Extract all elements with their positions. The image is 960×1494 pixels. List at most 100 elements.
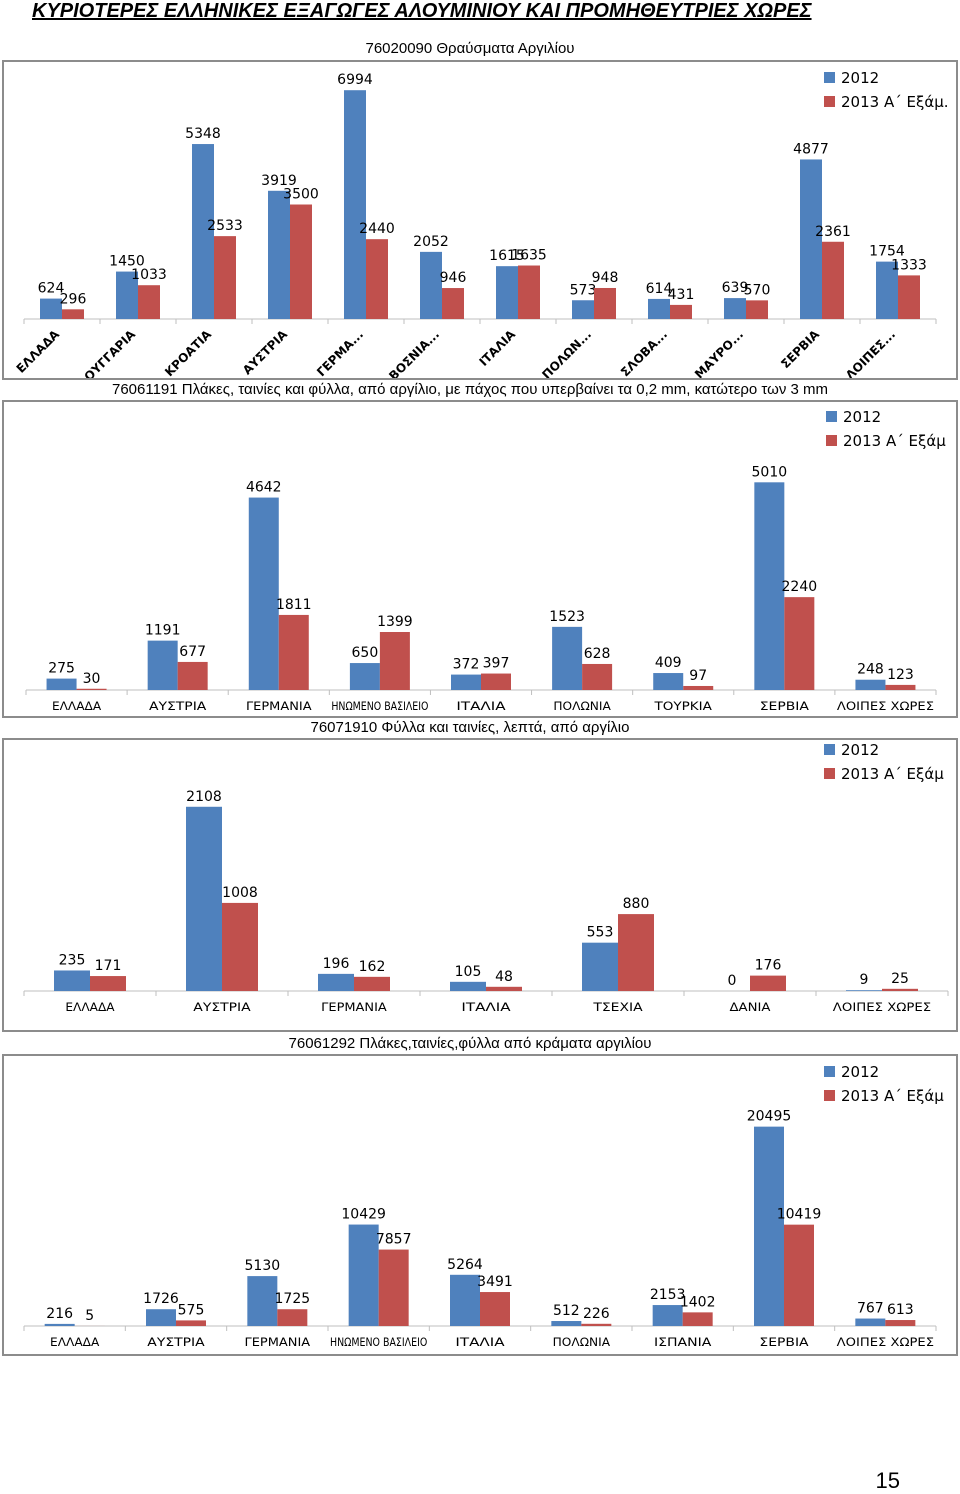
data-label: 9 (860, 972, 869, 988)
page-number: 15 (876, 1468, 900, 1494)
legend-label: 2013 Α΄ Εξάμ (841, 1087, 944, 1105)
chart-2-plot: 27530ΕΛΛΑΔΑ1191677ΑΥΣΤΡΙΑ46421811ΓΕΡΜΑΝΙ… (4, 402, 956, 716)
category-label: ΤΣΕΧΙΑ (592, 1000, 643, 1014)
bar-2013 (882, 989, 918, 991)
bar-2012 (855, 680, 885, 690)
legend-label: 2013 Α΄ Εξάμ. (841, 93, 949, 111)
data-label: 7857 (376, 1232, 412, 1248)
legend-label: 2012 (841, 741, 879, 759)
legend-label: 2012 (843, 408, 881, 426)
data-label: 1635 (511, 248, 547, 264)
bar-2013 (380, 632, 410, 690)
data-label: 248 (857, 662, 884, 678)
bar-2013 (582, 664, 612, 690)
data-label: 5348 (185, 126, 221, 142)
bar-2012 (552, 627, 582, 690)
category-label: ΓΕΡΜΑΝΙΑ (246, 699, 312, 713)
category-label: ΤΟΥΡΚΙΑ (653, 699, 712, 713)
data-label: 10419 (777, 1207, 822, 1223)
data-label: 948 (592, 270, 619, 286)
bar-2013 (214, 236, 236, 319)
data-label: 5 (85, 1308, 94, 1324)
category-label: ΣΛΟΒΑ... (618, 327, 670, 378)
data-label: 2240 (782, 579, 818, 595)
legend-label: 2012 (841, 69, 879, 87)
bar-2012 (268, 191, 290, 319)
data-label: 0 (728, 973, 737, 989)
bar-2012 (551, 1321, 581, 1326)
legend-label: 2013 Α΄ Εξάμ (841, 765, 944, 783)
bar-2012 (148, 641, 178, 690)
data-label: 1399 (377, 614, 413, 630)
bar-2012 (350, 663, 380, 690)
bar-2013 (138, 285, 160, 319)
category-label: ΓΕΡΜΑΝΙΑ (321, 1000, 387, 1014)
data-label: 171 (95, 958, 122, 974)
bar-2013 (279, 615, 309, 690)
bar-2013 (366, 239, 388, 319)
category-label: ΗΝΩΜΕΝΟ ΒΑΣΙΛΕΙΟ (330, 1335, 427, 1349)
legend-swatch-2012 (824, 72, 835, 83)
legend-swatch-2012 (826, 411, 837, 422)
data-label: 1523 (549, 609, 585, 625)
legend-label: 2012 (841, 1063, 879, 1081)
category-label: ΟΥΓΓΑΡΙΑ (82, 327, 139, 378)
data-label: 25 (891, 971, 909, 987)
bar-2012 (855, 1319, 885, 1326)
bar-2013 (486, 987, 522, 991)
data-label: 4877 (793, 141, 829, 157)
data-label: 1402 (680, 1294, 716, 1310)
category-label: ΣΕΡΒΙΑ (759, 1335, 808, 1349)
chart-3-title: 76071910 Φύλλα και ταινίες, λεπτά, από α… (0, 719, 940, 736)
data-label: 123 (887, 667, 914, 683)
data-label: 5264 (447, 1257, 483, 1273)
data-label: 162 (359, 959, 386, 975)
category-label: ΑΥΣΤΡΙΑ (193, 1000, 251, 1014)
bar-2012 (54, 970, 90, 991)
category-label: ΕΛΛΑΔΑ (65, 1000, 114, 1014)
category-label: ΣΕΡΒΙΑ (778, 327, 822, 371)
bar-2013 (594, 288, 616, 319)
category-label: ΓΕΡΜΑ... (314, 327, 366, 378)
chart-1-title: 76020090 Θραύσματα Αργιλίου (0, 40, 940, 57)
category-label: ΙΤΑΛΙΑ (455, 1335, 504, 1349)
data-label: 409 (655, 655, 682, 671)
bar-2013 (518, 266, 540, 319)
data-label: 677 (179, 644, 206, 660)
category-label: ΔΑΝΙΑ (730, 1000, 771, 1014)
bar-2013 (822, 242, 844, 319)
legend-swatch-2013 (824, 96, 835, 107)
data-label: 5010 (752, 464, 788, 480)
bar-2013 (178, 662, 208, 690)
data-label: 1191 (145, 623, 181, 639)
category-label: ΛΟΙΠΕΣ ΧΩΡΕΣ (833, 1000, 931, 1014)
legend-swatch-2013 (824, 1090, 835, 1101)
bar-2013 (683, 1312, 713, 1326)
bar-2012 (724, 298, 746, 319)
bar-2013 (750, 976, 786, 991)
category-label: ΒΟΣΝΙΑ... (386, 327, 442, 378)
bar-2013 (77, 689, 107, 690)
category-label: ΙΤΑΛΙΑ (476, 327, 518, 369)
data-label: 397 (483, 656, 510, 672)
category-label: ΕΛΛΑΔΑ (52, 699, 101, 713)
data-label: 570 (744, 282, 771, 298)
chart-4-title: 76061292 Πλάκες,ταινίες,φύλλα από κράματ… (0, 1035, 940, 1052)
data-label: 2052 (413, 234, 449, 250)
data-label: 575 (178, 1302, 205, 1318)
category-label: ΛΟΙΠΕΣ ΧΩΡΕΣ (837, 699, 934, 713)
bar-2013 (784, 597, 814, 690)
data-label: 512 (553, 1303, 580, 1319)
data-label: 1008 (222, 885, 258, 901)
data-label: 1033 (131, 267, 167, 283)
bar-2012 (318, 974, 354, 991)
bar-2012 (653, 673, 683, 690)
bar-2012 (653, 1305, 683, 1326)
bar-2013 (222, 903, 258, 991)
bar-2012 (47, 679, 77, 690)
data-label: 650 (352, 645, 379, 661)
bar-2012 (846, 990, 882, 991)
bar-2013 (746, 300, 768, 319)
